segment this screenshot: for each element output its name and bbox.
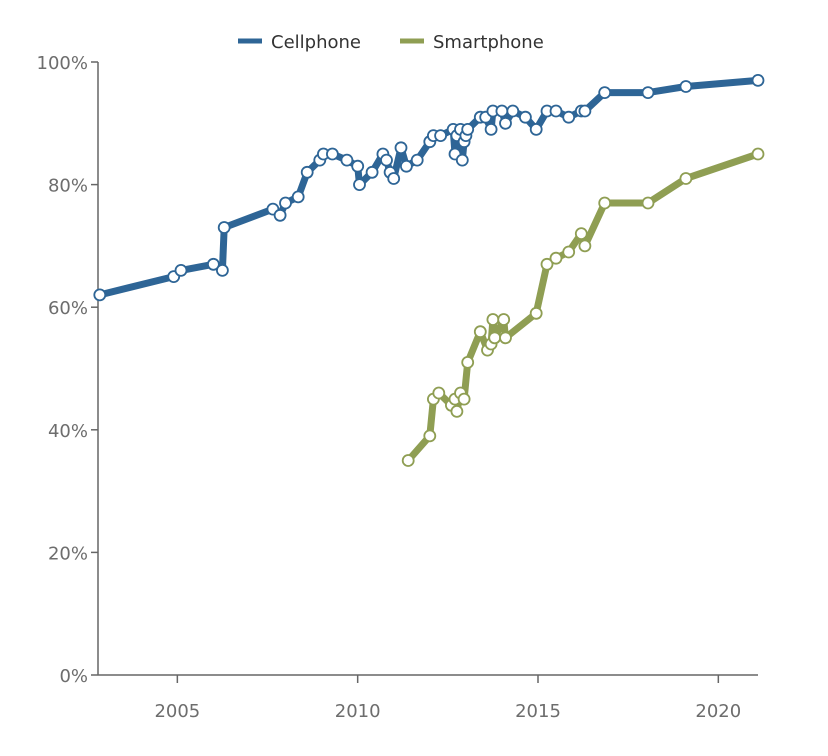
cellphone-point — [365, 165, 379, 179]
cellphone-point — [506, 104, 520, 118]
cellphone-point — [484, 122, 498, 136]
cellphone-point — [499, 116, 512, 130]
smartphone-point — [578, 239, 592, 253]
y-tick-label: 20% — [48, 543, 88, 564]
cellphone-point — [217, 221, 231, 234]
y-tick-label: 0% — [59, 666, 88, 687]
smartphone-point — [529, 306, 543, 320]
x-tick-label: 2015 — [515, 701, 561, 722]
y-tick-label: 40% — [48, 421, 88, 442]
smartphone-point — [499, 331, 512, 345]
smartphone-point — [432, 386, 446, 400]
cellphone-point — [598, 86, 612, 99]
smartphone-point — [751, 147, 765, 161]
smartphone-point — [486, 313, 500, 326]
cellphone-point — [410, 153, 424, 167]
smartphone-point — [679, 172, 693, 185]
smartphone-point — [473, 325, 487, 339]
cellphone-point — [394, 141, 408, 155]
smartphone-point — [497, 313, 511, 326]
cellphone-point — [387, 172, 401, 185]
x-tick-label: 2020 — [695, 701, 741, 722]
cellphone-point — [215, 263, 229, 277]
smartphone-point — [401, 454, 415, 467]
smartphone-point — [457, 392, 471, 406]
smartphone-point — [549, 251, 563, 265]
cellphone-point — [291, 190, 305, 204]
cellphone-point — [455, 153, 469, 167]
cellphone-point — [751, 74, 765, 87]
y-tick-label: 60% — [48, 298, 88, 319]
cellphone-point — [300, 165, 314, 179]
axes — [97, 62, 758, 676]
cellphone-point — [461, 122, 475, 136]
legend: Cellphone Smartphone — [238, 32, 544, 53]
y-tick-label: 80% — [48, 176, 88, 197]
cellphone-point — [273, 208, 287, 222]
cellphone-point — [351, 159, 365, 173]
cellphone-point — [549, 104, 563, 118]
cellphone-point — [340, 153, 354, 167]
legend-label-smartphone: Smartphone — [433, 32, 544, 53]
cellphone-point — [434, 129, 448, 143]
cellphone-point — [380, 153, 393, 167]
legend-label-cellphone: Cellphone — [271, 32, 361, 53]
cellphone-point — [578, 104, 592, 118]
smartphone-point — [562, 245, 576, 259]
smartphone-point — [450, 404, 464, 418]
smartphone-point — [598, 196, 612, 210]
smartphone-point — [423, 429, 437, 443]
cellphone-point — [279, 196, 292, 210]
cellphone-point — [679, 80, 693, 93]
x-tick-label: 2010 — [335, 701, 381, 722]
x-ticks: 2005 2010 2015 2020 — [154, 675, 741, 722]
smartphone-point — [574, 227, 588, 241]
cellphone-point — [562, 110, 576, 124]
smartphone-point — [540, 257, 554, 271]
y-tick-label: 100% — [37, 53, 88, 74]
cellphone-point — [529, 122, 543, 136]
cellphone-point — [93, 288, 107, 302]
cellphone-point — [641, 86, 655, 99]
cellphone-line — [96, 76, 762, 299]
x-tick-label: 2005 — [154, 701, 200, 722]
cellphone-point — [399, 159, 413, 173]
cellphone-point — [174, 263, 188, 277]
cellphone-point — [353, 178, 366, 192]
y-ticks: 0% 20% 40% 60% 80% 100% — [37, 53, 98, 687]
cellphone-point — [495, 104, 509, 118]
cellphone-point — [519, 110, 532, 124]
series-layer — [93, 74, 765, 467]
cellphone-point — [325, 147, 339, 161]
smartphone-point — [461, 355, 475, 369]
cellphone-point — [206, 257, 220, 271]
smartphone-point — [488, 331, 502, 345]
smartphone-point — [641, 196, 655, 210]
